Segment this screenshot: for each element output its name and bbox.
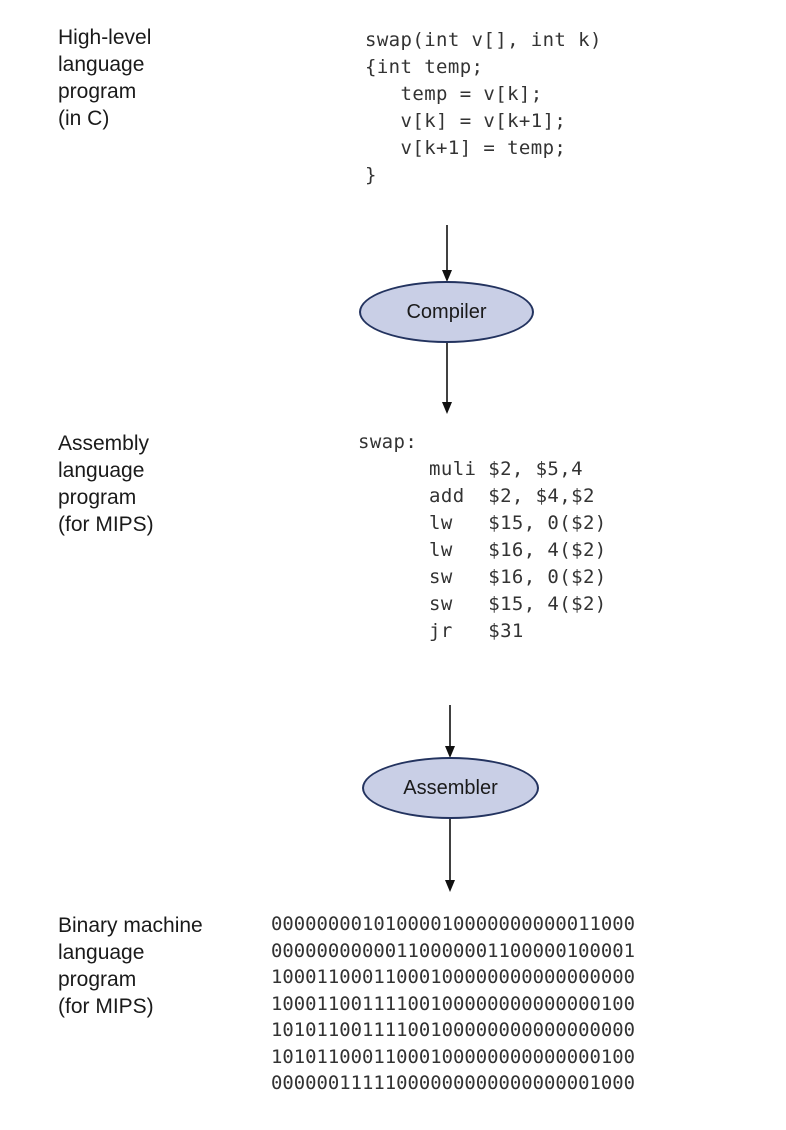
- assembler-node: Assembler: [362, 757, 539, 819]
- assembly-label-line: Assembly: [58, 432, 150, 455]
- code-line: jr $31: [358, 620, 524, 642]
- code-line: muli $2, $5,4: [358, 458, 583, 480]
- assembly-label-line: (for MIPS): [58, 513, 154, 536]
- code-line: add $2, $4,$2: [358, 485, 595, 507]
- assembly-label: Assembly language program (for MIPS): [58, 430, 154, 538]
- code-line: 00000000101000010000000000011000: [271, 913, 635, 935]
- binary-label-line: (for MIPS): [58, 995, 154, 1018]
- code-line: temp = v[k];: [365, 83, 543, 105]
- code-line: sw $16, 0($2): [358, 566, 607, 588]
- code-line: }: [365, 164, 377, 186]
- assembly-label-line: program: [58, 486, 137, 509]
- binary-label-line: language: [58, 941, 145, 964]
- binary-label-line: Binary machine: [58, 914, 203, 937]
- high-level-label-line: High-level: [58, 26, 152, 49]
- code-line: swap(int v[], int k): [365, 29, 602, 51]
- arrow-from-compiler-head: [442, 402, 452, 414]
- compiler-node: Compiler: [359, 281, 534, 343]
- assembler-label: Assembler: [403, 776, 498, 799]
- code-line: 10001100111100100000000000000100: [271, 992, 635, 1015]
- binary-label-line: program: [58, 968, 137, 991]
- code-line: 00000000000110000001100000100001: [271, 939, 635, 962]
- high-level-label-line: (in C): [58, 107, 110, 130]
- assembly-code: swap: muli $2, $5,4 add $2, $4,$2 lw $15…: [358, 429, 607, 645]
- high-level-label-line: program: [58, 80, 137, 103]
- code-line: 10101100111100100000000000000000: [271, 1019, 635, 1041]
- assembly-label-line: language: [58, 459, 145, 482]
- code-line: sw $15, 4($2): [358, 593, 607, 615]
- code-line: v[k] = v[k+1];: [365, 110, 567, 132]
- code-line: v[k+1] = temp;: [365, 137, 567, 159]
- code-line: 10001100011000100000000000000000: [271, 966, 635, 988]
- high-level-label: High-level language program (in C): [58, 24, 151, 132]
- binary-label: Binary machine language program (for MIP…: [58, 912, 203, 1020]
- code-line: {int temp;: [365, 56, 484, 78]
- code-line: lw $16, 4($2): [358, 539, 607, 561]
- compiler-label: Compiler: [406, 300, 487, 323]
- code-line: 00000011111000000000000000001000: [271, 1072, 635, 1094]
- code-line: 10101100011000100000000000000100: [271, 1045, 635, 1068]
- high-level-label-line: language: [58, 53, 145, 76]
- arrow-to-assembler-head: [445, 746, 455, 758]
- arrow-to-compiler-head: [442, 270, 452, 282]
- code-line: swap:: [358, 431, 418, 453]
- arrow-from-assembler-head: [445, 880, 455, 892]
- binary-code: 00000000101000010000000000011000 00000000…: [271, 911, 635, 1097]
- c-source-code: swap(int v[], int k) {int temp; temp = v[…: [365, 27, 602, 189]
- code-line: lw $15, 0($2): [358, 512, 607, 534]
